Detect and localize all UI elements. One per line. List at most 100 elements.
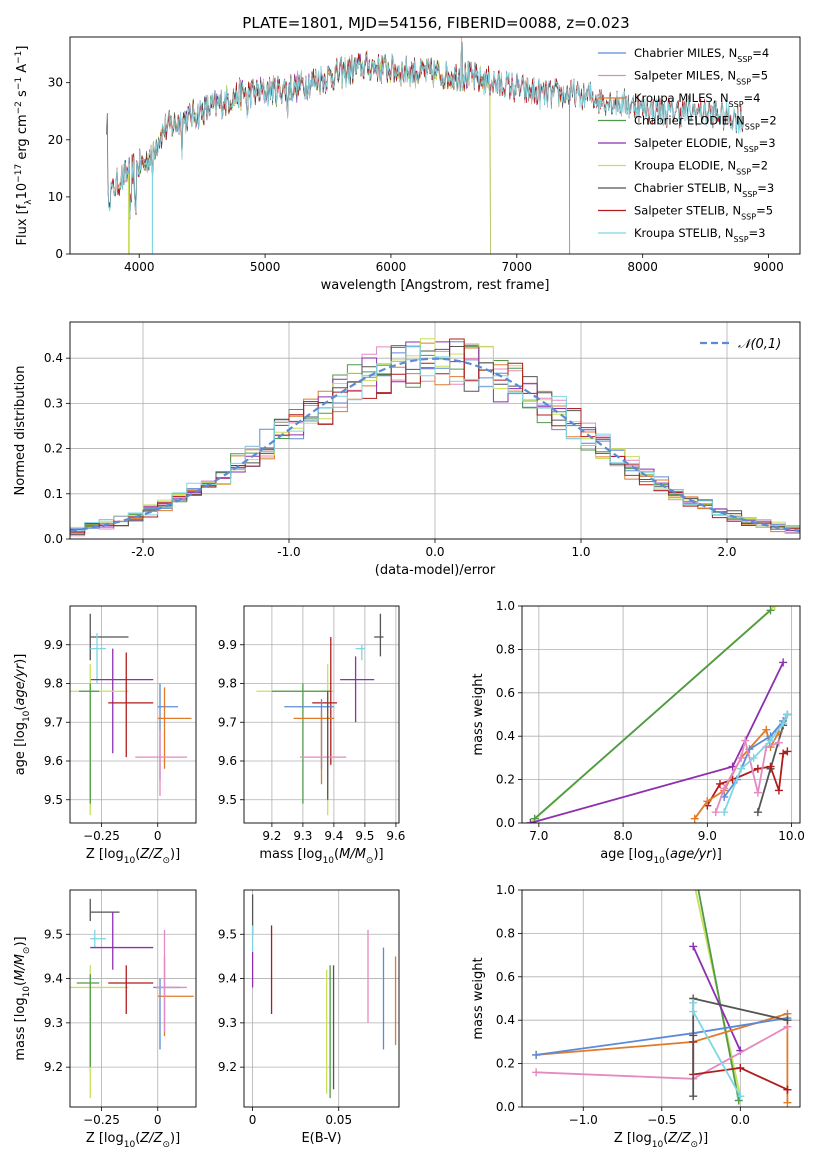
x-tick-label: −0.5 [647,1113,676,1127]
y-axis-label: age [log10(age/yr)] [13,654,32,776]
y-tick-label: 9.6 [218,754,237,768]
x-tick-label: -1.0 [277,545,300,559]
y-tick-label: 0.4 [496,729,515,743]
x-axis-label-part: Z [log [86,1131,124,1146]
x-axis-label-part: 10 [323,856,335,866]
x-axis-label: age [log10(age/yr)] [600,847,722,866]
x-axis-label: wavelength [Angstrom, rest frame] [321,278,550,293]
normal-curve [70,357,800,533]
plot-area-mass-z [70,890,196,1107]
legend-label-suffix: =2 [760,114,777,128]
x-axis-label-part: M/M [339,847,366,862]
weight-marker [753,788,762,797]
x-tick-label: 10.0 [778,829,805,843]
x-axis-label-part: )] [170,847,180,862]
plots: 4000 5000 6000 7000 8000 9000 0 10 20 30 wavelengt… [13,36,805,1150]
legend-label-text: Salpeter MILES, N [634,69,736,83]
legend-label-suffix: =4 [744,91,761,105]
y-tick-label: 9.5 [44,793,63,807]
y-tick-label: 9.9 [44,638,63,652]
histogram-step [70,338,800,530]
y-tick-label: 0.3 [44,396,63,410]
axes-frame [243,605,400,824]
x-axis-label: Z [log10(Z/Z⊙)] [86,847,180,866]
legend-label-suffix: =4 [752,46,769,60]
legend-label: 𝒩(0,1) [738,337,781,352]
y-axis-label-part: −2 [14,101,24,114]
x-tick-label: -2.0 [131,545,154,559]
x-tick-label: 6000 [376,260,407,274]
legend-label-text: Kroupa MILES, N [634,91,729,105]
y-axis-label-part: M/M [13,954,28,981]
x-tick-label: 0 [154,1113,162,1127]
y-axis-label-part: )] [13,654,28,664]
y-tick-label: 0 [55,247,63,261]
x-tick-label: 7.0 [529,829,548,843]
y-tick-label: 1.0 [496,599,515,613]
y-tick-label: 30 [48,76,63,90]
y-tick-label: 9.7 [218,715,237,729]
weight-marker [689,1007,698,1016]
y-tick-label: 1.0 [496,883,515,897]
plot-area-age-mass [244,606,399,823]
weight-marker [762,725,771,734]
y-tick-label: 0.6 [496,686,515,700]
weight-marker [720,808,729,817]
x-tick-label: 9.5 [355,829,374,843]
legend-label-text: Chabrier STELIB, N [634,181,742,195]
weight-marker [703,797,712,806]
weight-marker [737,764,746,773]
x-axis-label-part: ⊙ [162,856,170,866]
y-tick-label: 0.0 [44,532,63,546]
y-tick-label: 0.8 [496,926,515,940]
x-tick-label: 0 [249,1113,257,1127]
weight-marker [737,753,746,762]
x-axis-label-part: 10 [653,856,665,866]
histogram-step [70,346,800,535]
y-tick-label: 0.4 [496,1013,515,1027]
y-axis-label-part: Normed distribution [13,366,28,496]
x-axis-label: E(B-V) [301,1131,341,1146]
legend-label: Kroupa STELIB, NSSP=3 [634,226,765,244]
y-axis-label: Flux [fλ10−17 erg cm−2 s−1 A−1] [14,46,34,246]
weight-marker [779,749,788,758]
x-tick-label: −1.0 [569,1113,598,1127]
y-tick-label: 0.2 [44,442,63,456]
x-axis-label-part: )] [712,847,722,862]
x-tick-label: 9000 [753,260,784,274]
plot-area-spectrum [106,37,744,254]
x-axis-label-part: )] [170,1131,180,1146]
x-axis-label-part: )] [373,847,383,862]
weight-line [697,890,740,1101]
y-tick-label: 9.2 [44,1060,63,1074]
y-tick-label: 10 [48,190,63,204]
legend-label: Salpeter STELIB, NSSP=5 [634,204,773,222]
y-tick-label: 0.2 [496,773,515,787]
legend-label: Kroupa ELODIE, NSSP=2 [634,159,768,177]
x-axis-label-part: 10 [124,1140,136,1150]
y-tick-label: 9.5 [218,927,237,941]
weight-marker [526,819,535,823]
plot-area-weight-age [522,606,800,823]
axes-frame [69,321,801,540]
plot-area-residuals [70,322,800,539]
legend-label-suffix: =3 [757,181,774,195]
weight-marker [690,814,699,823]
y-axis-label-part: ⊙ [22,947,32,955]
weight-marker [692,875,700,883]
x-tick-label: 7000 [502,260,533,274]
y-axis-label-part: ] [15,46,30,51]
y-tick-label: 9.9 [218,638,237,652]
x-tick-label: 9.0 [698,829,717,843]
weight-marker [774,738,783,747]
weight-marker [779,719,788,728]
x-tick-label: −0.25 [83,829,120,843]
x-tick-label: 1.0 [571,545,590,559]
weight-marker [532,1050,541,1059]
axes-frame [69,605,197,824]
y-axis-label-part: 10 [22,986,32,998]
legend-label-text: Chabrier ELODIE, N [634,114,745,128]
weight-line [706,750,788,807]
y-axis-label-part: 10 [22,710,32,722]
